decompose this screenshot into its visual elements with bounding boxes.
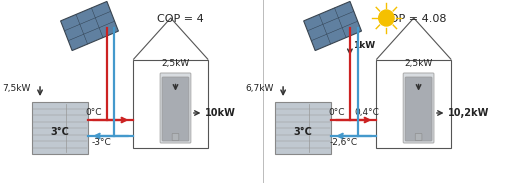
FancyBboxPatch shape — [160, 73, 190, 143]
Text: 10,2kW: 10,2kW — [447, 108, 489, 118]
Text: -3°C: -3°C — [91, 138, 111, 147]
Text: 7,5kW: 7,5kW — [2, 83, 30, 92]
Text: 6,7kW: 6,7kW — [244, 83, 273, 92]
Text: 0,4°C: 0,4°C — [354, 108, 379, 117]
Text: 1kW: 1kW — [352, 42, 374, 51]
Text: 2,5kW: 2,5kW — [403, 59, 432, 68]
Text: 0°C: 0°C — [85, 108, 102, 117]
FancyBboxPatch shape — [172, 134, 178, 141]
Text: 2,5kW: 2,5kW — [161, 59, 189, 68]
Bar — [133, 60, 208, 148]
FancyBboxPatch shape — [32, 102, 88, 154]
Text: 3°C: 3°C — [293, 127, 312, 137]
FancyBboxPatch shape — [275, 102, 330, 154]
Text: COP = 4: COP = 4 — [157, 14, 203, 24]
Text: 0°C: 0°C — [328, 108, 344, 117]
FancyBboxPatch shape — [415, 134, 421, 141]
FancyBboxPatch shape — [405, 77, 431, 141]
Text: 10kW: 10kW — [205, 108, 236, 118]
Text: 3°C: 3°C — [50, 127, 70, 137]
Text: -2,6°C: -2,6°C — [329, 138, 358, 147]
FancyBboxPatch shape — [402, 73, 433, 143]
FancyBboxPatch shape — [162, 77, 188, 141]
Bar — [376, 60, 450, 148]
FancyBboxPatch shape — [61, 1, 118, 51]
FancyBboxPatch shape — [303, 1, 361, 51]
Text: COP = 4.08: COP = 4.08 — [381, 14, 445, 24]
Circle shape — [378, 10, 393, 26]
